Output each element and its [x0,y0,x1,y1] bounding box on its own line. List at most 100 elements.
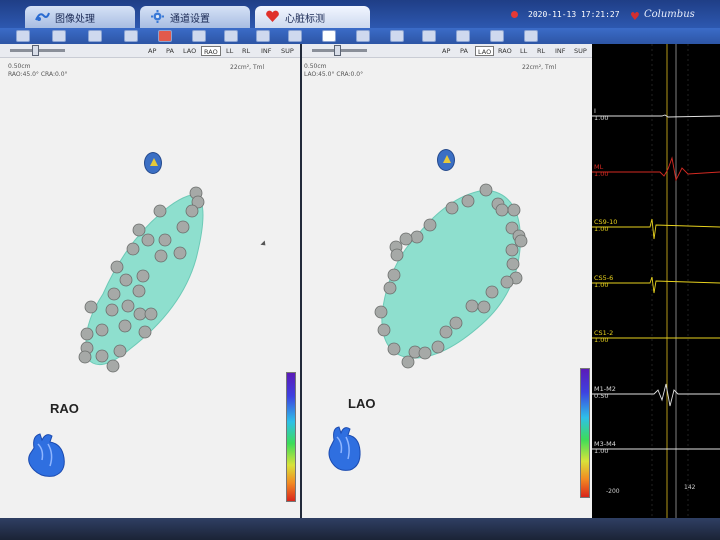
screen-icon[interactable] [390,30,404,42]
channel-name: CS9-10 [594,218,618,226]
view-button-rl[interactable]: RL [242,47,251,55]
grid-view-icon[interactable] [16,30,30,42]
chat-icon[interactable] [456,30,470,42]
record-indicator-icon [511,11,518,18]
channel-gain: 1.00 [594,281,609,289]
tab-channel-settings[interactable]: 通道设置 [140,6,250,28]
gear-icon [151,10,164,23]
channel-gain: 0.50 [594,392,609,400]
scale-text: 0.50cm [8,63,31,70]
channel-trace [592,276,720,294]
wrench-icon[interactable] [490,30,504,42]
view-button-ap[interactable]: AP [442,47,451,55]
brand-name: Columbus [644,9,695,20]
heart-icon [266,10,279,22]
mapping-points [78,186,205,373]
view-button-sup[interactable]: SUP [574,47,587,55]
channel-name: M1-M2 [594,385,616,393]
tab-label: 图像处理 [55,13,95,25]
zoom-slider-knob[interactable] [32,45,39,56]
heart-outline-icon[interactable] [256,30,270,42]
channel-name: CS1-2 [594,329,614,337]
time-scale-start: -200 [606,488,620,495]
clock: 2020-11-13 17:21:27 [528,10,620,19]
view-button-ap[interactable]: AP [148,47,157,55]
map-panel-rao[interactable]: AP PA LAO RAO LL RL INF SUP 0.50cm RAO:4… [0,44,300,518]
channel-label: M3-M4 1.00 [594,441,616,455]
orientation-compass-icon[interactable] [144,152,162,174]
channel-trace [592,218,720,240]
channel-trace [592,156,720,182]
channel-label: CS1-2 1.00 [594,330,613,344]
view-button-rao[interactable]: RAO [498,47,512,55]
heart-model-icon[interactable] [24,430,68,480]
channel-gain: 1.00 [594,114,609,122]
channel-label: CS5-6 1.00 [594,275,613,289]
view-button-inf[interactable]: INF [261,47,272,55]
channel-label: CS9-10 1.00 [594,219,617,233]
channel-name: CS5-6 [594,274,614,282]
tab-label: 心脏标测 [285,13,325,25]
activation-map-rao[interactable] [0,44,300,518]
area-text: 22cm², Tml [522,64,557,71]
angle-text: LAO:45.0° CRA:0.0° [304,71,364,78]
view-button-rao[interactable]: RAO [201,46,221,56]
orientation-compass-icon[interactable] [437,149,455,171]
activation-map-lao[interactable] [302,44,592,518]
view-button-inf[interactable]: INF [555,47,566,55]
view-button-pa[interactable]: PA [166,47,174,55]
channel-gain: 1.00 [594,170,609,178]
tab-cardiac-mapping[interactable]: 心脏标测 [255,6,370,28]
brand-heart-icon: ♥ [630,10,640,23]
view-label: RAO [50,401,79,416]
tab-image-processing[interactable]: 图像处理 [25,6,135,28]
view-info: 0.50cm RAO:45.0° CRA:0.0° [8,63,68,79]
channel-name: ML [594,163,604,171]
wave-icon[interactable] [288,30,302,42]
color-scale-bar [286,372,296,502]
view-label: LAO [348,396,376,411]
wave-toolbar [592,28,720,44]
tab-label: 通道设置 [170,13,210,25]
channel-name: I [594,107,596,115]
view-info: 0.50cm LAO:45.0° CRA:0.0° [304,63,363,79]
color-scale-bar [580,368,590,498]
view-button-sup[interactable]: SUP [281,47,294,55]
channel-trace [592,383,720,407]
record-icon[interactable] [422,30,436,42]
export-icon[interactable] [192,30,206,42]
scale-text: 0.50cm [304,63,327,70]
channel-gain: 1.00 [594,447,609,455]
zoom-slider[interactable] [312,45,367,56]
image-processing-icon [35,12,50,21]
layout-icon[interactable] [52,30,66,42]
view-button-lao[interactable]: LAO [183,47,197,55]
view-button-rl[interactable]: RL [537,47,546,55]
printer-icon[interactable] [356,30,370,42]
monitor-bezel [0,518,720,540]
brand-logo: ♥ Columbus [628,9,714,23]
channel-label: I 1.00 [594,108,608,122]
catheter-icon[interactable] [124,30,138,42]
waveform-canvas [592,44,720,518]
channel-name: M3-M4 [594,440,616,448]
view-button-pa[interactable]: PA [460,47,468,55]
play-icon[interactable] [224,30,238,42]
rotate-icon[interactable] [322,30,336,42]
zoom-slider[interactable] [10,45,65,56]
zoom-slider-knob[interactable] [334,45,341,56]
channel-label: M1-M2 0.50 [594,386,616,400]
view-button-ll[interactable]: LL [520,47,528,55]
angle-text: RAO:45.0° CRA:0.0° [8,71,68,78]
heart-model-icon[interactable] [326,424,362,474]
view-button-ll[interactable]: LL [226,47,234,55]
image-icon[interactable] [524,30,538,42]
ecg-waveform-panel[interactable]: I 1.00 ML 1.00 CS9-10 1.00 CS5-6 1.00 CS1-2 1… [592,44,720,518]
view-button-lao[interactable]: LAO [475,46,495,56]
view-bar: AP PA LAO RAO LL RL INF SUP [0,44,300,58]
heart-map-icon[interactable] [158,30,172,42]
person-icon[interactable] [88,30,102,42]
title-bar: 图像处理 通道设置 心脏标测 2020-11-13 17:21:27 ♥ Col… [0,0,720,28]
view-bar: AP PA LAO RAO LL RL INF SUP [302,44,592,58]
map-panel-lao[interactable]: AP PA LAO RAO LL RL INF SUP 0.50cm LAO:4… [302,44,592,518]
